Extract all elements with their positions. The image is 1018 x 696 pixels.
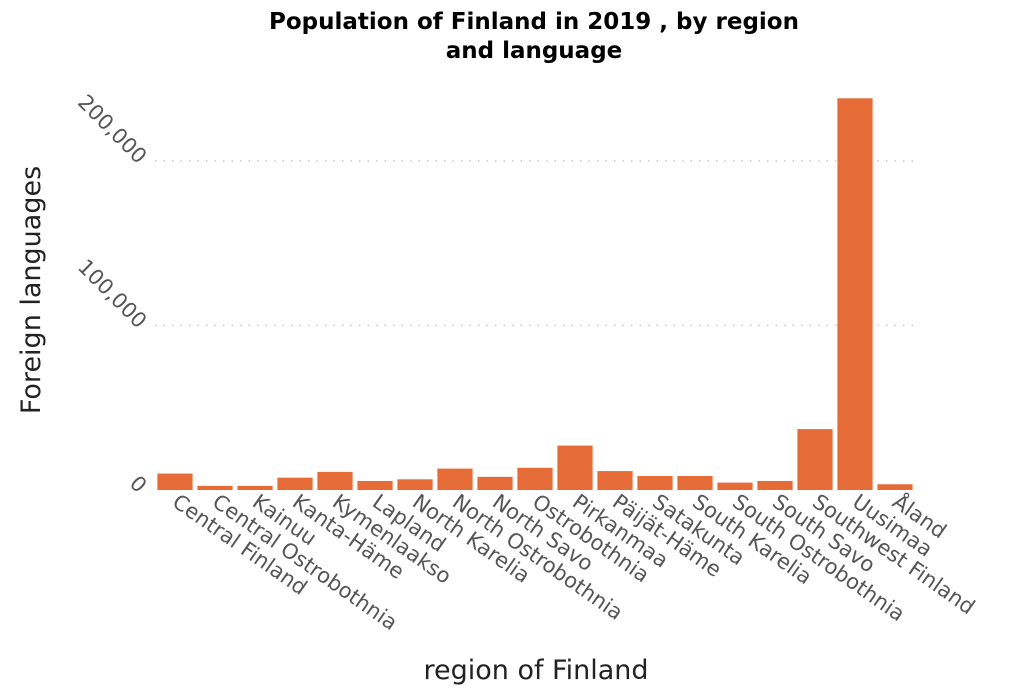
bar-central-ostrobothnia xyxy=(197,485,233,490)
bar-north-ostrobothnia xyxy=(437,468,473,490)
bar-south-savo xyxy=(757,480,793,490)
y-tick-label: 0 xyxy=(125,471,151,497)
bar-ostrobothnia xyxy=(517,467,553,490)
bar-uusimaa xyxy=(837,98,873,491)
bars xyxy=(157,98,913,491)
chart-title-line-2: and language xyxy=(445,38,623,64)
bar-p-ij-t-h-me xyxy=(597,471,633,490)
bar-central-finland xyxy=(157,473,193,490)
bar-north-karelia xyxy=(397,479,433,490)
bar-lapland xyxy=(357,480,393,490)
y-axis-title: Foreign languages xyxy=(16,166,47,414)
bar-south-ostrobothnia xyxy=(717,482,753,490)
chart-title-line-1: Population of Finland in 2019 , by regio… xyxy=(269,9,799,35)
y-tick-label: 200,000 xyxy=(73,90,151,168)
y-tick-labels: 0 100,000 200,000 xyxy=(73,90,151,498)
grid-lines xyxy=(155,160,915,327)
bar-pirkanmaa xyxy=(557,445,593,490)
bar-north-savo xyxy=(477,476,513,490)
bar-south-karelia xyxy=(677,476,713,490)
bar-satakunta xyxy=(637,476,673,490)
bar--land xyxy=(877,484,913,490)
y-tick-label: 100,000 xyxy=(73,255,151,333)
x-axis-title: region of Finland xyxy=(423,655,648,686)
bar-kymenlaakso xyxy=(317,471,353,490)
bar-kainuu xyxy=(237,485,273,490)
bar-southwest-finland xyxy=(797,429,833,490)
chart-title: Population of Finland in 2019 , by regio… xyxy=(200,8,868,66)
bar-kanta-h-me xyxy=(277,477,313,490)
